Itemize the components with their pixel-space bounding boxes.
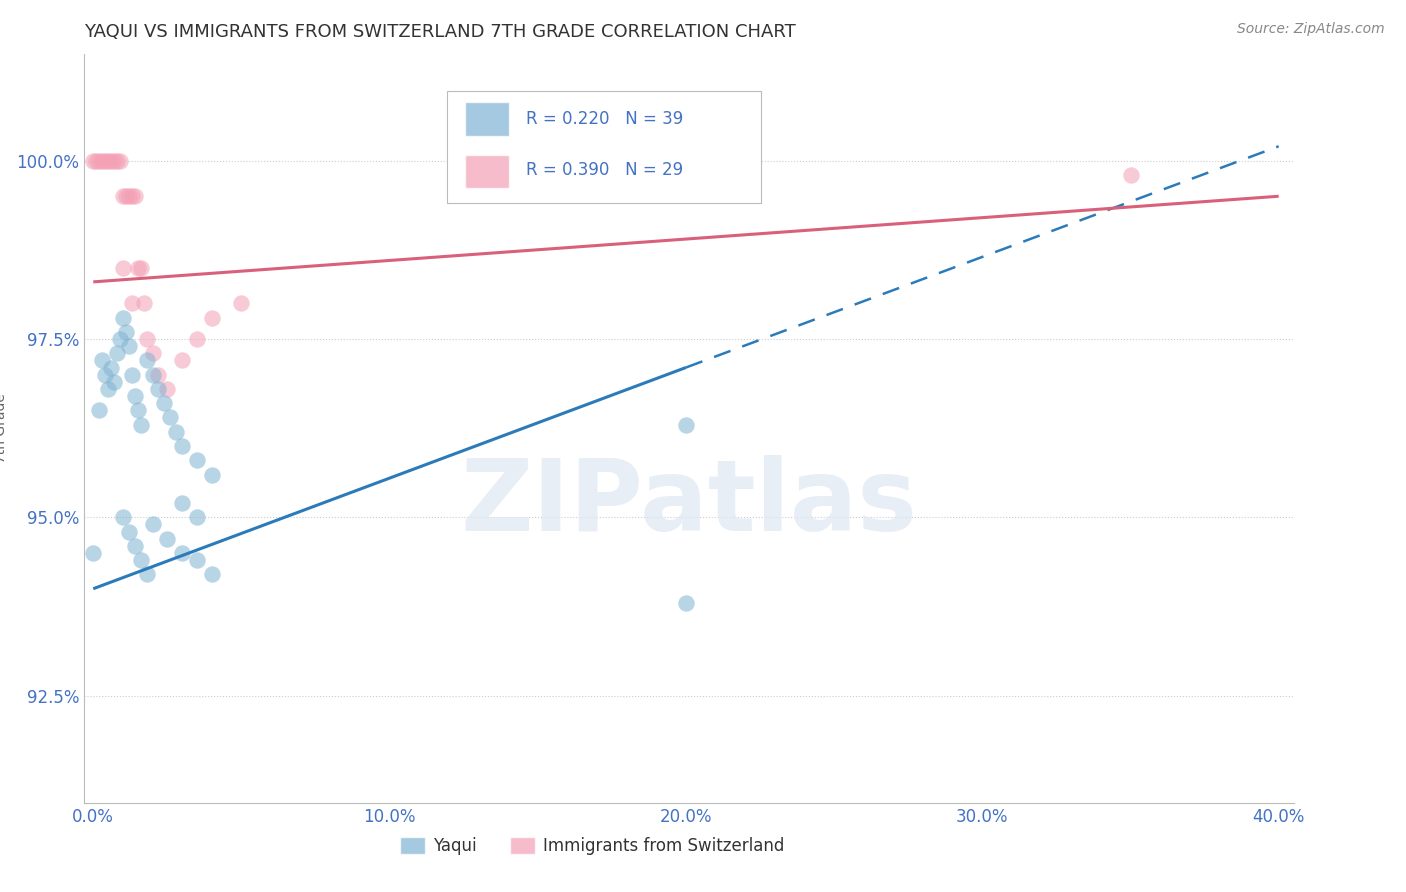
Point — [105, 153, 128, 168]
Point — [111, 189, 134, 203]
Point — [141, 346, 163, 360]
Legend: Yaqui, Immigrants from Switzerland: Yaqui, Immigrants from Switzerland — [394, 830, 792, 862]
Point — [172, 439, 194, 453]
Point — [172, 546, 194, 560]
Point — [135, 353, 157, 368]
Point — [89, 153, 111, 168]
Point — [132, 296, 155, 310]
Point — [201, 310, 224, 325]
Point — [108, 153, 131, 168]
Point — [153, 396, 176, 410]
Point — [105, 346, 128, 360]
Point — [135, 332, 157, 346]
Point — [118, 524, 141, 539]
Point — [115, 325, 138, 339]
FancyBboxPatch shape — [447, 91, 762, 203]
Point — [111, 510, 134, 524]
Point — [115, 189, 138, 203]
Bar — [465, 103, 509, 136]
Point — [148, 382, 170, 396]
Bar — [465, 154, 509, 188]
Point — [124, 389, 146, 403]
Point — [135, 567, 157, 582]
Point — [156, 532, 179, 546]
Point — [94, 368, 117, 382]
Point — [118, 189, 141, 203]
Point — [129, 553, 152, 567]
Point — [172, 496, 194, 510]
Point — [103, 375, 125, 389]
Point — [159, 410, 181, 425]
Point — [100, 360, 122, 375]
Point — [89, 403, 111, 417]
Point — [201, 467, 224, 482]
Text: ZIPatlas: ZIPatlas — [461, 455, 917, 551]
Point — [103, 153, 125, 168]
Text: R = 0.220   N = 39: R = 0.220 N = 39 — [526, 111, 683, 128]
Point — [121, 296, 143, 310]
Point — [141, 517, 163, 532]
Point — [165, 425, 187, 439]
Point — [156, 382, 179, 396]
Point — [129, 260, 152, 275]
Point — [124, 189, 146, 203]
Point — [111, 260, 134, 275]
Point — [100, 153, 122, 168]
Point — [675, 417, 697, 432]
Point — [675, 596, 697, 610]
Text: R = 0.390   N = 29: R = 0.390 N = 29 — [526, 161, 683, 178]
Point — [231, 296, 253, 310]
Point — [124, 539, 146, 553]
Point — [91, 153, 114, 168]
Point — [82, 153, 104, 168]
Point — [121, 368, 143, 382]
Point — [127, 260, 149, 275]
Point — [201, 567, 224, 582]
Point — [118, 339, 141, 353]
Point — [186, 453, 208, 467]
Point — [1119, 168, 1142, 182]
Point — [108, 332, 131, 346]
Point — [141, 368, 163, 382]
Point — [91, 353, 114, 368]
Point — [186, 332, 208, 346]
Point — [186, 553, 208, 567]
Text: Source: ZipAtlas.com: Source: ZipAtlas.com — [1237, 22, 1385, 37]
Point — [127, 403, 149, 417]
Point — [121, 189, 143, 203]
Point — [94, 153, 117, 168]
Point — [97, 153, 120, 168]
Point — [172, 353, 194, 368]
Y-axis label: 7th Grade: 7th Grade — [0, 393, 8, 463]
Text: YAQUI VS IMMIGRANTS FROM SWITZERLAND 7TH GRADE CORRELATION CHART: YAQUI VS IMMIGRANTS FROM SWITZERLAND 7TH… — [84, 23, 796, 41]
Point — [186, 510, 208, 524]
Point — [97, 382, 120, 396]
Point — [129, 417, 152, 432]
Point — [148, 368, 170, 382]
Point — [84, 153, 107, 168]
Point — [82, 546, 104, 560]
Point — [111, 310, 134, 325]
